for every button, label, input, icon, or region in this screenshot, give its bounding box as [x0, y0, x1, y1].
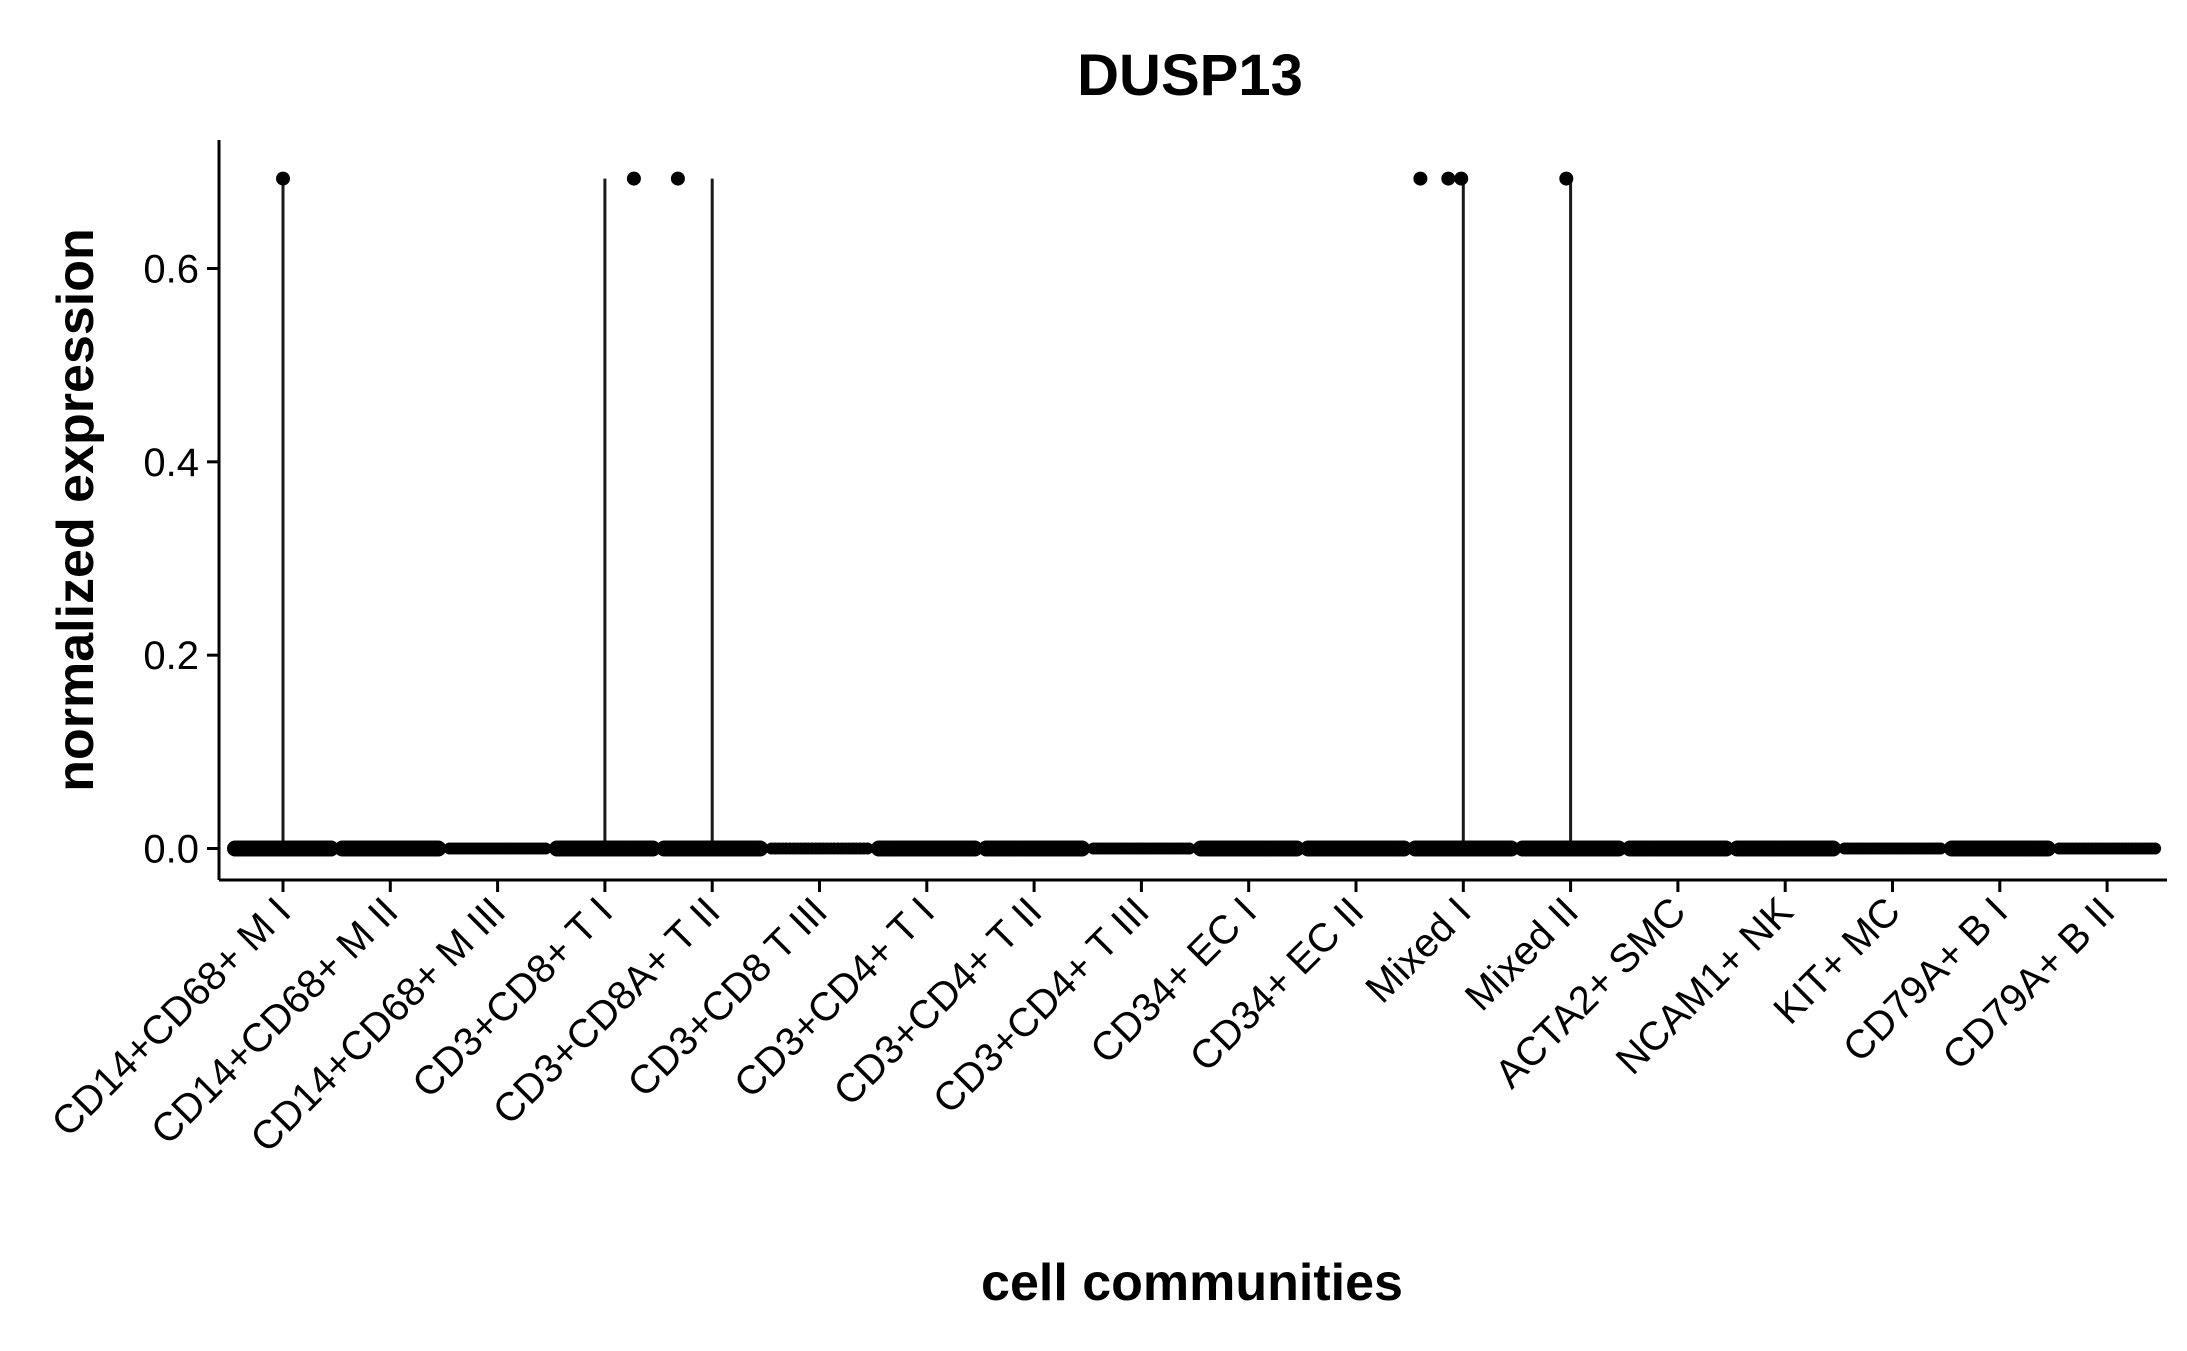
y-axis-ticks: 0.0 0.2 0.4 0.6 — [143, 248, 219, 872]
data-point — [276, 171, 290, 186]
baseline-points-group — [1943, 840, 2056, 857]
baseline-points-group — [1514, 840, 1627, 857]
data-point — [752, 840, 769, 857]
data-point — [1413, 171, 1428, 186]
data-point — [1610, 840, 1627, 857]
y-tick-label: 0.4 — [143, 441, 199, 485]
data-point — [966, 840, 983, 857]
x-axis-title: cell communities — [981, 1254, 1403, 1312]
baseline-points-group — [1838, 842, 1947, 855]
data-point — [1454, 171, 1469, 186]
plot-area — [227, 171, 2162, 857]
data-point — [626, 171, 641, 186]
data-point — [1825, 840, 1842, 857]
data-point — [861, 842, 874, 855]
data-point — [539, 842, 552, 855]
data-point — [430, 840, 447, 857]
baseline-points-group — [765, 842, 874, 855]
data-point — [1503, 840, 1520, 857]
data-point — [1288, 840, 1305, 857]
baseline-points-group — [548, 840, 661, 857]
baseline-points-group — [656, 840, 769, 857]
baseline-points-group — [1300, 840, 1412, 857]
data-point — [644, 840, 661, 857]
baseline-points-group — [443, 842, 552, 855]
chart-title: DUSP13 — [1077, 43, 1303, 108]
baseline-points-group — [1192, 840, 1305, 857]
baseline-points-group — [870, 840, 983, 857]
baseline-points-group — [978, 840, 1091, 857]
baseline-points-group — [334, 840, 447, 857]
data-point — [1559, 171, 1574, 186]
data-point — [1441, 171, 1456, 186]
data-point — [2039, 840, 2056, 857]
baseline-points-group — [1407, 840, 1520, 857]
baseline-points-group — [1729, 840, 1842, 857]
y-tick-label: 0.2 — [143, 634, 199, 678]
baseline-points-group — [2053, 842, 2162, 855]
data-point — [1396, 840, 1412, 857]
baseline-points-group — [227, 840, 339, 857]
data-point — [670, 171, 685, 186]
data-point — [1183, 842, 1196, 855]
baseline-points-group — [1621, 840, 1734, 857]
y-tick-label: 0.6 — [143, 248, 199, 292]
baseline-points-group — [1087, 842, 1196, 855]
data-point — [1717, 840, 1734, 857]
data-point — [2149, 842, 2162, 855]
data-point — [1074, 840, 1091, 857]
data-point — [1934, 842, 1947, 855]
x-tick-label: ACTA2+ SMC — [1487, 889, 1694, 1096]
y-axis-title: normalized expression — [47, 228, 105, 792]
y-tick-label: 0.0 — [143, 828, 199, 872]
data-point — [323, 840, 339, 857]
